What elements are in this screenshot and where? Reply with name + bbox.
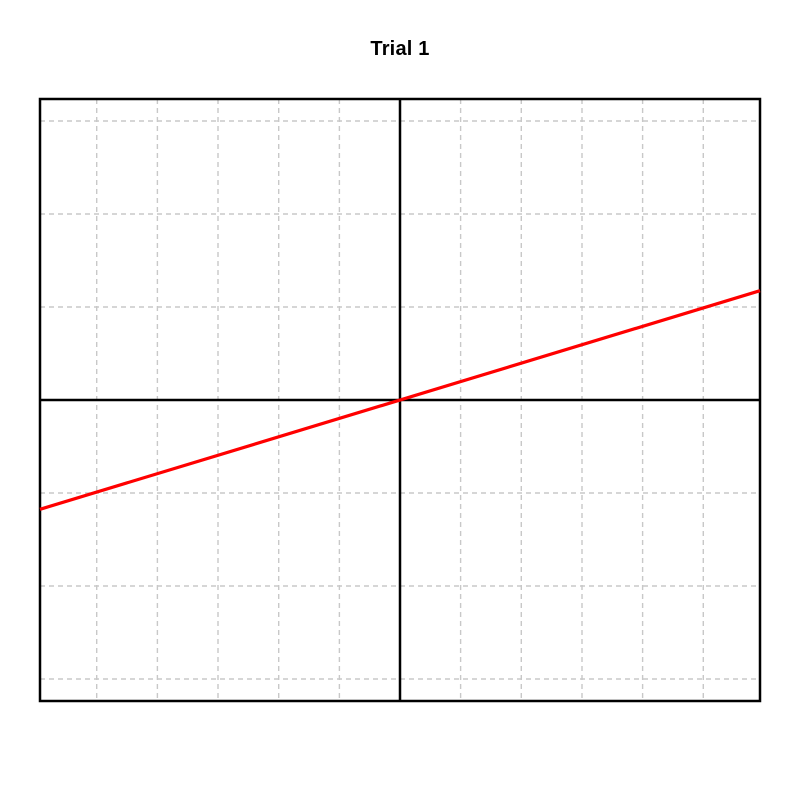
chart-title: Trial 1 (370, 38, 430, 60)
plot-border (38, 97, 762, 703)
series-line (39, 289, 761, 511)
